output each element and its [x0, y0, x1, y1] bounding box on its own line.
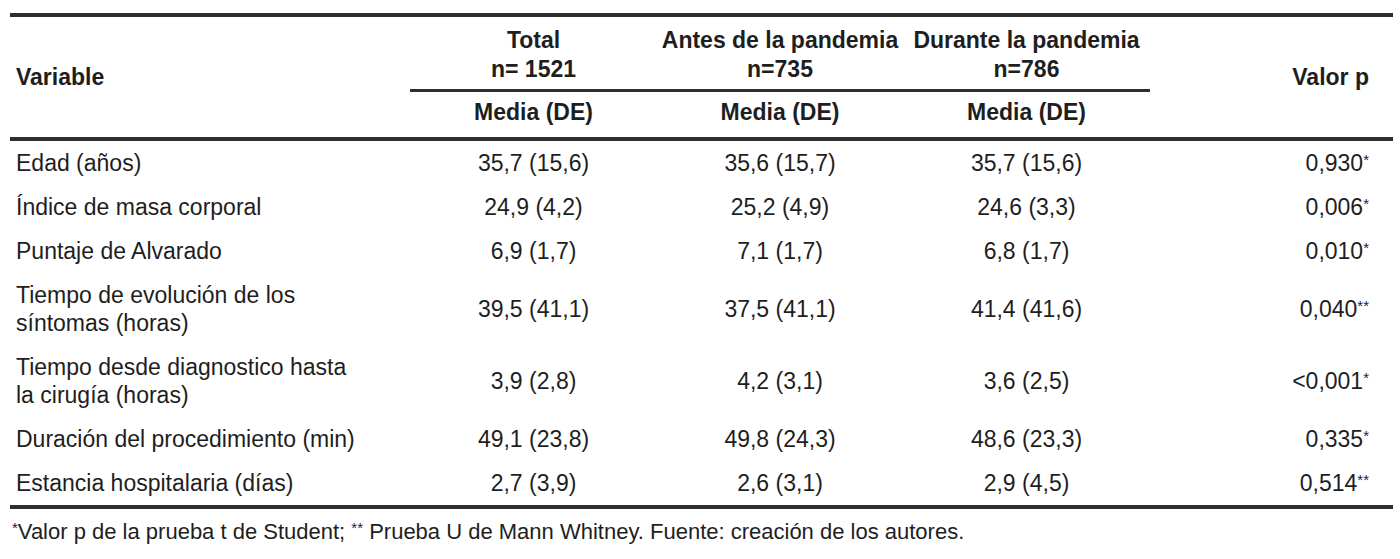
column-header-durante: Durante la pandemia n=786 — [903, 15, 1150, 91]
column-header-variable: Variable — [10, 15, 410, 139]
p-value-cell: 0,006* — [1150, 185, 1393, 229]
variable-cell: Índice de masa corporal — [10, 185, 410, 229]
p-value: 0,335 — [1306, 426, 1364, 452]
table-row: Duración del procedimiento (min) 49,1 (2… — [10, 417, 1393, 461]
durante-cell: 35,7 (15,6) — [903, 139, 1150, 185]
p-value-cell: 0,514** — [1150, 461, 1393, 507]
total-cell: 35,7 (15,6) — [410, 139, 657, 185]
total-cell: 3,9 (2,8) — [410, 345, 657, 417]
column-header-valor-p: Valor p — [1150, 15, 1393, 139]
group-total-line2: n= 1521 — [410, 55, 657, 84]
group-total-line1: Total — [410, 26, 657, 55]
header-row-groups: Variable Total n= 1521 Antes de la pande… — [10, 15, 1393, 91]
total-cell: 24,9 (4,2) — [410, 185, 657, 229]
p-value-cell: 0,040** — [1150, 273, 1393, 345]
durante-cell: 3,6 (2,5) — [903, 345, 1150, 417]
p-value: 0,040 — [1300, 296, 1358, 322]
group-durante-line2: n=786 — [903, 55, 1150, 84]
p-significance-marker: * — [1363, 195, 1369, 212]
p-value-cell: 0,930* — [1150, 139, 1393, 185]
table-footnote: *Valor p de la prueba t de Student; ** P… — [12, 518, 1392, 546]
p-value: 0,930 — [1306, 150, 1364, 176]
p-value: 0,514 — [1300, 470, 1358, 496]
stats-table: Variable Total n= 1521 Antes de la pande… — [10, 13, 1393, 509]
total-cell: 49,1 (23,8) — [410, 417, 657, 461]
group-antes-line2: n=735 — [657, 55, 903, 84]
table-body: Edad (años) 35,7 (15,6) 35,6 (15,7) 35,7… — [10, 139, 1393, 507]
p-value-cell: 0,010* — [1150, 229, 1393, 273]
durante-cell: 24,6 (3,3) — [903, 185, 1150, 229]
column-header-total: Total n= 1521 — [410, 15, 657, 91]
variable-cell: Puntaje de Alvarado — [10, 229, 410, 273]
group-antes-line1: Antes de la pandemia — [657, 26, 903, 55]
p-value-cell: <0,001* — [1150, 345, 1393, 417]
p-significance-marker: * — [1363, 427, 1369, 444]
p-value: 0,006 — [1306, 194, 1364, 220]
variable-cell: Tiempo desde diagnostico hasta la cirugí… — [10, 345, 410, 417]
antes-cell: 35,6 (15,7) — [657, 139, 903, 185]
footnote-text-1: Valor p de la prueba t de Student; — [18, 519, 352, 544]
group-durante-line1: Durante la pandemia — [903, 26, 1150, 55]
footnote-text-2: Prueba U de Mann Whitney. Fuente: creaci… — [363, 519, 964, 544]
table-row: Estancia hospitalaria (días) 2,7 (3,9) 2… — [10, 461, 1393, 507]
subheader-total-media-de: Media (DE) — [410, 91, 657, 140]
p-significance-marker: * — [1363, 151, 1369, 168]
table-row: Puntaje de Alvarado 6,9 (1,7) 7,1 (1,7) … — [10, 229, 1393, 273]
table-row: Edad (años) 35,7 (15,6) 35,6 (15,7) 35,7… — [10, 139, 1393, 185]
subheader-antes-media-de: Media (DE) — [657, 91, 903, 140]
p-value: <0,001 — [1292, 368, 1363, 394]
total-cell: 39,5 (41,1) — [410, 273, 657, 345]
antes-cell: 7,1 (1,7) — [657, 229, 903, 273]
total-cell: 2,7 (3,9) — [410, 461, 657, 507]
antes-cell: 4,2 (3,1) — [657, 345, 903, 417]
footnote-marker-2: ** — [351, 519, 363, 536]
antes-cell: 37,5 (41,1) — [657, 273, 903, 345]
table-figure: Variable Total n= 1521 Antes de la pande… — [0, 0, 1400, 559]
durante-cell: 48,6 (23,3) — [903, 417, 1150, 461]
durante-cell: 41,4 (41,6) — [903, 273, 1150, 345]
p-significance-marker: ** — [1357, 297, 1369, 314]
variable-cell: Estancia hospitalaria (días) — [10, 461, 410, 507]
variable-cell: Tiempo de evolución de los síntomas (hor… — [10, 273, 410, 345]
antes-cell: 2,6 (3,1) — [657, 461, 903, 507]
durante-cell: 2,9 (4,5) — [903, 461, 1150, 507]
antes-cell: 49,8 (24,3) — [657, 417, 903, 461]
column-header-antes: Antes de la pandemia n=735 — [657, 15, 903, 91]
table-row: Índice de masa corporal 24,9 (4,2) 25,2 … — [10, 185, 1393, 229]
table-header: Variable Total n= 1521 Antes de la pande… — [10, 15, 1393, 139]
p-significance-marker: * — [1363, 369, 1369, 386]
subheader-durante-media-de: Media (DE) — [903, 91, 1150, 140]
p-value-cell: 0,335* — [1150, 417, 1393, 461]
p-value: 0,010 — [1306, 238, 1364, 264]
table-row: Tiempo de evolución de los síntomas (hor… — [10, 273, 1393, 345]
antes-cell: 25,2 (4,9) — [657, 185, 903, 229]
variable-cell: Edad (años) — [10, 139, 410, 185]
p-significance-marker: * — [1363, 239, 1369, 256]
durante-cell: 6,8 (1,7) — [903, 229, 1150, 273]
p-significance-marker: ** — [1357, 471, 1369, 488]
total-cell: 6,9 (1,7) — [410, 229, 657, 273]
variable-cell: Duración del procedimiento (min) — [10, 417, 410, 461]
table-row: Tiempo desde diagnostico hasta la cirugí… — [10, 345, 1393, 417]
